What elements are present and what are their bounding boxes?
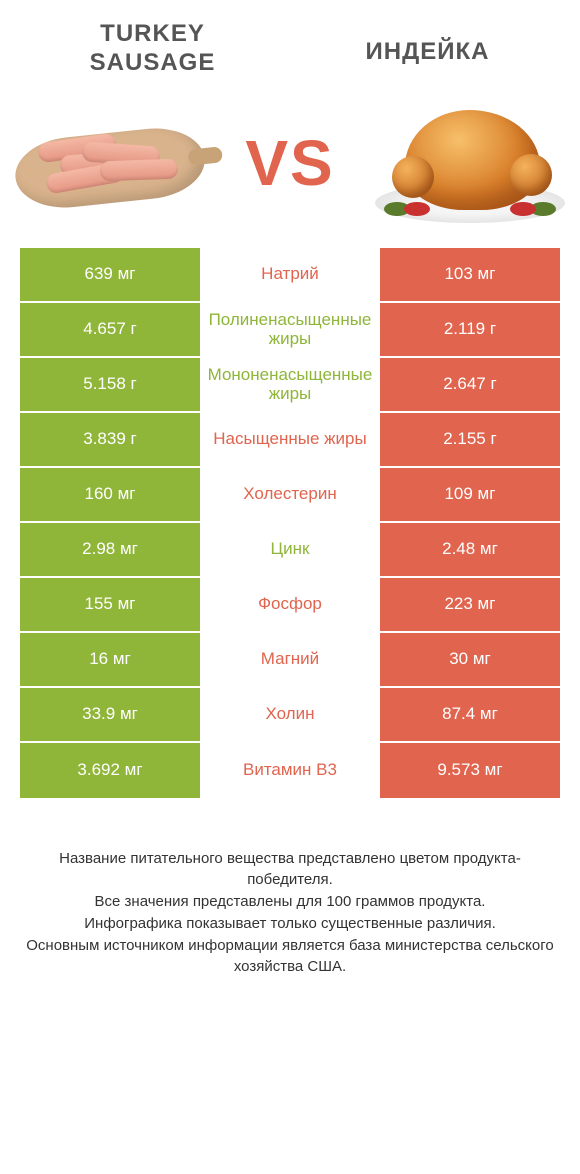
right-value: 87.4 мг <box>380 688 560 743</box>
table-row: 160 мгХолестерин109 мг <box>20 468 560 523</box>
right-value: 2.155 г <box>380 413 560 468</box>
left-value: 3.692 мг <box>20 743 200 798</box>
sausage-illustration <box>10 98 210 228</box>
footer-notes: Название питательного вещества представл… <box>0 798 580 979</box>
right-value: 109 мг <box>380 468 560 523</box>
nutrient-label: Полиненасыщенные жиры <box>200 303 380 358</box>
nutrient-label: Магний <box>200 633 380 688</box>
vs-label: VS <box>245 126 334 200</box>
right-value: 2.647 г <box>380 358 560 413</box>
right-value: 2.119 г <box>380 303 560 358</box>
table-row: 3.839 гНасыщенные жиры2.155 г <box>20 413 560 468</box>
hero-row: VS <box>0 78 580 248</box>
nutrient-label: Фосфор <box>200 578 380 633</box>
right-value: 2.48 мг <box>380 523 560 578</box>
header-right-title: Индейка <box>315 20 540 67</box>
left-value: 160 мг <box>20 468 200 523</box>
right-value: 9.573 мг <box>380 743 560 798</box>
header-left-title: Turkey sausage <box>40 20 265 78</box>
nutrient-label: Насыщенные жиры <box>200 413 380 468</box>
right-value: 223 мг <box>380 578 560 633</box>
header: Turkey sausage Индейка <box>0 0 580 78</box>
table-row: 4.657 гПолиненасыщенные жиры2.119 г <box>20 303 560 358</box>
comparison-table: 639 мгНатрий103 мг4.657 гПолиненасыщенны… <box>20 248 560 798</box>
header-left-line2: sausage <box>90 49 216 76</box>
nutrient-label: Витамин B3 <box>200 743 380 798</box>
right-value: 103 мг <box>380 248 560 303</box>
turkey-illustration <box>370 98 570 228</box>
table-row: 2.98 мгЦинк2.48 мг <box>20 523 560 578</box>
left-value: 16 мг <box>20 633 200 688</box>
left-value: 3.839 г <box>20 413 200 468</box>
nutrient-label: Цинк <box>200 523 380 578</box>
footer-line-4: Основным источником информации является … <box>20 935 560 979</box>
footer-line-1: Название питательного вещества представл… <box>20 848 560 892</box>
table-row: 3.692 мгВитамин B39.573 мг <box>20 743 560 798</box>
nutrient-label: Холин <box>200 688 380 743</box>
table-row: 5.158 гМононенасыщенные жиры2.647 г <box>20 358 560 413</box>
table-row: 155 мгФосфор223 мг <box>20 578 560 633</box>
table-row: 33.9 мгХолин87.4 мг <box>20 688 560 743</box>
nutrient-label: Холестерин <box>200 468 380 523</box>
left-value: 639 мг <box>20 248 200 303</box>
nutrient-label: Натрий <box>200 248 380 303</box>
header-left-line1: Turkey <box>100 20 205 47</box>
nutrient-label: Мононенасыщенные жиры <box>200 358 380 413</box>
footer-line-2: Все значения представлены для 100 граммо… <box>20 891 560 913</box>
table-row: 639 мгНатрий103 мг <box>20 248 560 303</box>
table-row: 16 мгМагний30 мг <box>20 633 560 688</box>
left-value: 33.9 мг <box>20 688 200 743</box>
left-value: 155 мг <box>20 578 200 633</box>
left-value: 4.657 г <box>20 303 200 358</box>
left-value: 2.98 мг <box>20 523 200 578</box>
left-value: 5.158 г <box>20 358 200 413</box>
right-value: 30 мг <box>380 633 560 688</box>
footer-line-3: Инфографика показывает только существенн… <box>20 913 560 935</box>
